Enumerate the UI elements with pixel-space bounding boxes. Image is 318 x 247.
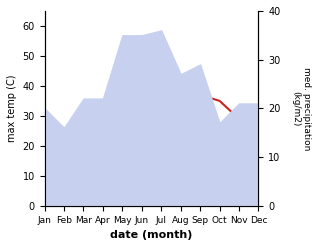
Y-axis label: max temp (C): max temp (C): [7, 75, 17, 142]
Y-axis label: med. precipitation
(kg/m2): med. precipitation (kg/m2): [292, 67, 311, 150]
X-axis label: date (month): date (month): [110, 230, 193, 240]
